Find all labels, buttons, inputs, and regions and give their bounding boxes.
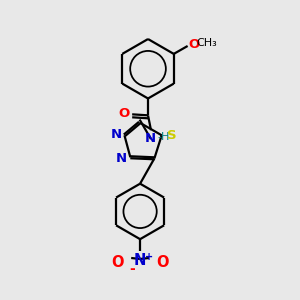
Text: O: O (156, 255, 168, 270)
Text: CH₃: CH₃ (196, 38, 217, 48)
Text: +: + (145, 252, 153, 262)
Text: N: N (110, 128, 122, 141)
Text: N: N (116, 152, 128, 165)
Text: O: O (118, 107, 129, 120)
Text: N: N (144, 132, 156, 145)
Text: N: N (134, 253, 146, 268)
Text: -H: -H (158, 132, 170, 142)
Text: O: O (189, 38, 200, 52)
Text: S: S (167, 129, 176, 142)
Text: O: O (112, 255, 124, 270)
Text: -: - (129, 262, 135, 276)
